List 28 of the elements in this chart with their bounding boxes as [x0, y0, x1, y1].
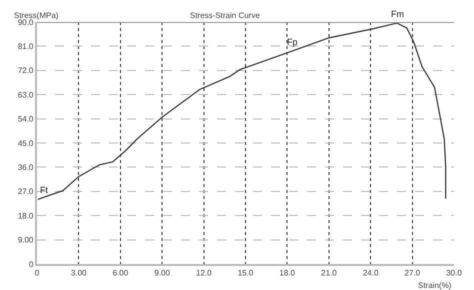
y-tick-label: 81.0 [18, 42, 34, 51]
y-axis-title: Stress(MPa) [14, 11, 59, 20]
x-tick-label: 6.00 [112, 268, 129, 278]
y-tick-label: 36.0 [18, 163, 34, 172]
x-tick-label: 30.0 [446, 268, 462, 278]
x-tick-label: 3.00 [70, 268, 88, 278]
annotation: Fp [287, 37, 298, 47]
x-tick-label: 18.0 [279, 268, 296, 278]
x-tick-label: 15.0 [238, 268, 254, 278]
y-tick-label: 0 [28, 260, 34, 269]
y-tick-label: 9.00 [18, 236, 34, 245]
y-tick-label: 27.0 [18, 187, 34, 196]
y-tick-label: 54.0 [18, 114, 34, 124]
y-tick-label: 72.0 [18, 66, 34, 76]
y-tick-label: 90.0 [18, 18, 34, 27]
x-tick-label: 12.0 [196, 268, 212, 278]
x-tick-label: 21.0 [321, 268, 338, 278]
x-tick-label: 24.0 [362, 268, 379, 278]
annotation: Fm [391, 9, 404, 19]
chart-title: Stress-Strain Curve [190, 11, 260, 20]
x-tick-label: 0 [34, 268, 40, 278]
y-tick-label: 18.0 [18, 211, 34, 220]
y-tick-label: 45.0 [18, 138, 34, 148]
annotation: Ft [40, 185, 48, 195]
x-tick-label: 27.0 [404, 268, 421, 278]
x-tick-label: 9.00 [154, 268, 170, 278]
y-tick-label: 63.0 [18, 90, 34, 100]
x-axis-title: Strain(%) [418, 281, 452, 290]
